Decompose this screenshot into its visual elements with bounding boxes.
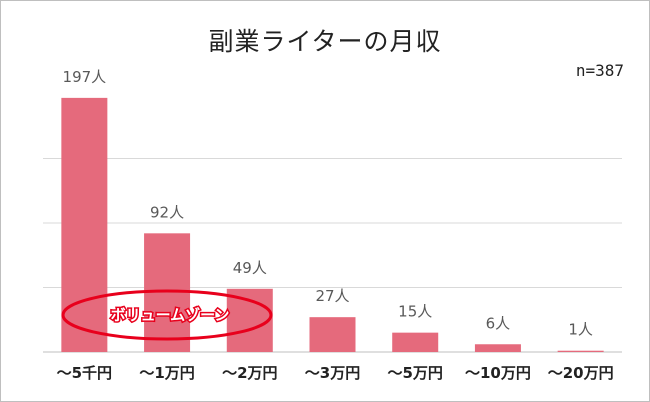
bar-value-label: 15人 [398, 303, 432, 321]
volume-zone-ellipse [61, 289, 273, 341]
x-tick-label: ～3万円 [305, 364, 360, 382]
bar-value-label: 92人 [150, 203, 184, 221]
bar [226, 288, 273, 352]
bar-value-label: 1人 [568, 321, 593, 339]
x-tick-label: ～5万円 [387, 364, 442, 382]
sample-size-label: n=387 [575, 61, 624, 80]
x-tick-label: ～20万円 [548, 364, 614, 382]
volume-zone-annotation: ボリュームゾーン [61, 289, 273, 341]
bar [557, 350, 604, 352]
bar [309, 317, 356, 352]
bar [474, 344, 521, 352]
bar-value-label: 6人 [486, 314, 511, 332]
chart-title: 副業ライターの月収 [208, 27, 442, 56]
x-tick-label: ～10万円 [465, 364, 531, 382]
bar-value-label: 197人 [63, 68, 107, 86]
bar-value-label: 27人 [315, 287, 349, 305]
bar-value-label: 49人 [233, 259, 267, 277]
volume-zone-label: ボリュームゾーン [111, 306, 230, 324]
x-tick-label: ～1万円 [139, 364, 194, 382]
bar [61, 97, 108, 353]
bar [392, 332, 439, 352]
x-tick-labels: ～5千円 ～1万円 ～2万円 ～3万円 ～5万円 ～10万円 ～20万円 [57, 364, 614, 382]
value-labels: 197人 92人 49人 27人 15人 6人 1人 [63, 68, 593, 339]
x-tick-label: ～5千円 [57, 364, 112, 382]
x-tick-label: ～2万円 [222, 364, 277, 382]
